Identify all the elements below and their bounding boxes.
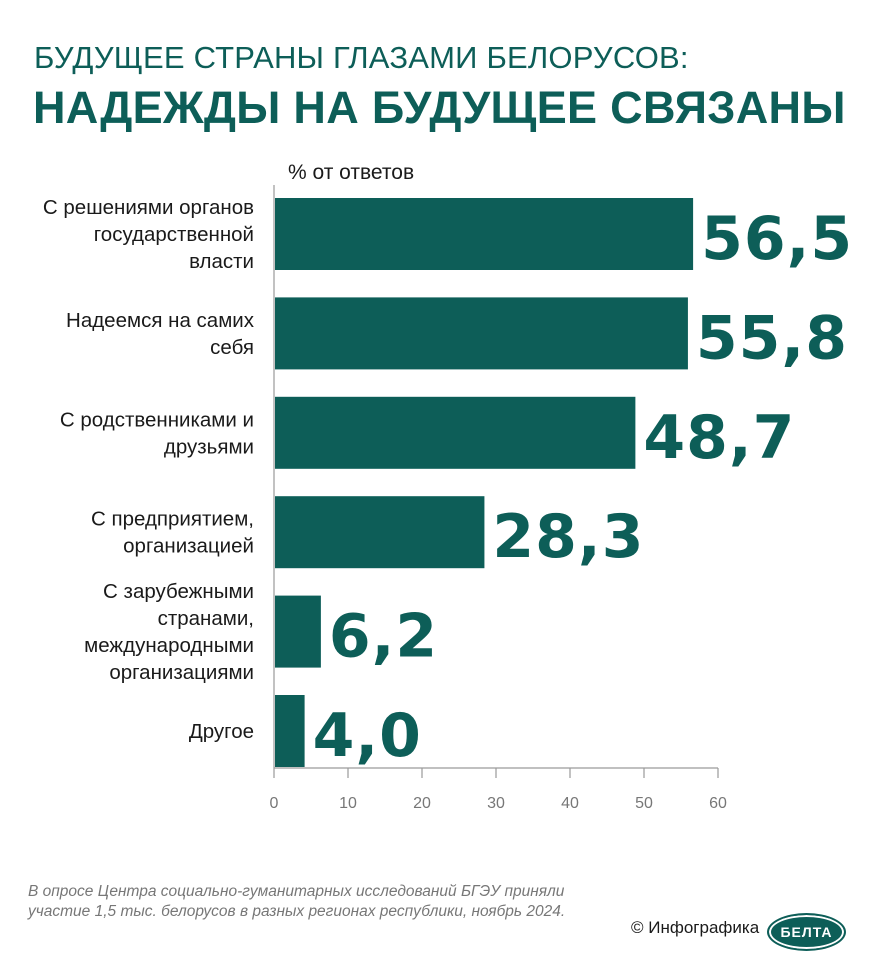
category-label: С предприятием, xyxy=(91,508,254,531)
bar-value-label: 6,2 xyxy=(329,602,438,672)
bar-value-label: 48,7 xyxy=(643,403,795,473)
bar xyxy=(275,396,636,469)
bar-value-label: 28,3 xyxy=(492,502,644,572)
bar-chart: 0 10 20 30 40 50 60 56,5 С решениями органов госу… xyxy=(43,185,853,812)
category-label: друзьями xyxy=(164,435,254,458)
category-label: организацией xyxy=(123,535,254,558)
category-label: С родственниками и xyxy=(60,408,254,431)
chart-title-line2: НАДЕЖДЫ НА БУДУЩЕЕ СВЯЗАНЫ xyxy=(33,82,846,133)
bar xyxy=(275,595,321,668)
bar xyxy=(275,297,688,370)
x-tick-label: 60 xyxy=(709,795,727,812)
units-label: % от ответов xyxy=(288,161,415,184)
bar xyxy=(275,695,305,767)
x-tick-label: 50 xyxy=(635,795,653,812)
x-tick-label: 40 xyxy=(561,795,579,812)
category-label: государственной xyxy=(94,223,254,246)
x-tick-label: 20 xyxy=(413,795,431,812)
x-tick-label: 30 xyxy=(487,795,505,812)
bar xyxy=(275,496,485,569)
belta-logo: БЕЛТА xyxy=(767,913,846,951)
category-label: международными xyxy=(84,634,254,657)
category-label: С решениями органов xyxy=(43,196,254,219)
category-label: С зарубежными xyxy=(103,580,254,603)
category-label: организациями xyxy=(109,661,254,684)
survey-footnote: В опросе Центра социально-гуманитарных и… xyxy=(28,883,566,920)
bar-value-label: 4,0 xyxy=(313,701,422,771)
category-label: Другое xyxy=(189,720,254,743)
category-label: Надеемся на самих xyxy=(66,309,255,332)
category-label: себя xyxy=(210,336,254,359)
bar-value-label: 56,5 xyxy=(701,204,853,274)
category-label: странами, xyxy=(158,607,254,630)
x-tick-label: 10 xyxy=(339,795,357,812)
x-tick-label: 0 xyxy=(270,795,279,812)
bar-value-label: 55,8 xyxy=(696,303,848,373)
infographic-credit: © Инфографика xyxy=(631,918,760,937)
bar xyxy=(275,198,694,270)
category-label: власти xyxy=(189,250,254,273)
chart-title-line1: БУДУЩЕЕ СТРАНЫ ГЛАЗАМИ БЕЛОРУСОВ: xyxy=(34,40,689,75)
